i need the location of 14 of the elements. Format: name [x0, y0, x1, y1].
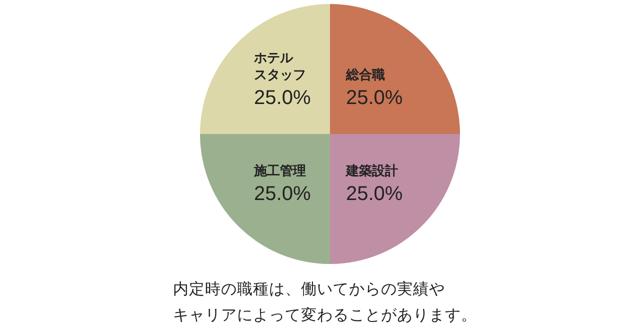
slice-label: 施工管理: [253, 162, 306, 179]
data-label: 25.0%: [346, 182, 403, 205]
data-label: 25.0%: [346, 87, 403, 110]
slice-label: 建築設計: [344, 162, 398, 179]
text: キャリアによって変わることがあります。: [173, 306, 477, 324]
pie-slice: [200, 134, 330, 264]
pie-slice: [330, 134, 460, 264]
text: 内定時の職種は、働いてからの実績や: [173, 280, 445, 298]
data-label: 25.0%: [254, 182, 311, 205]
pie-slice: [200, 4, 330, 134]
slice-label: ホテルスタッフ: [253, 51, 306, 84]
slice-label: 総合職: [344, 67, 385, 84]
data-label: 25.0%: [254, 87, 311, 110]
pie-slice: [330, 4, 460, 134]
